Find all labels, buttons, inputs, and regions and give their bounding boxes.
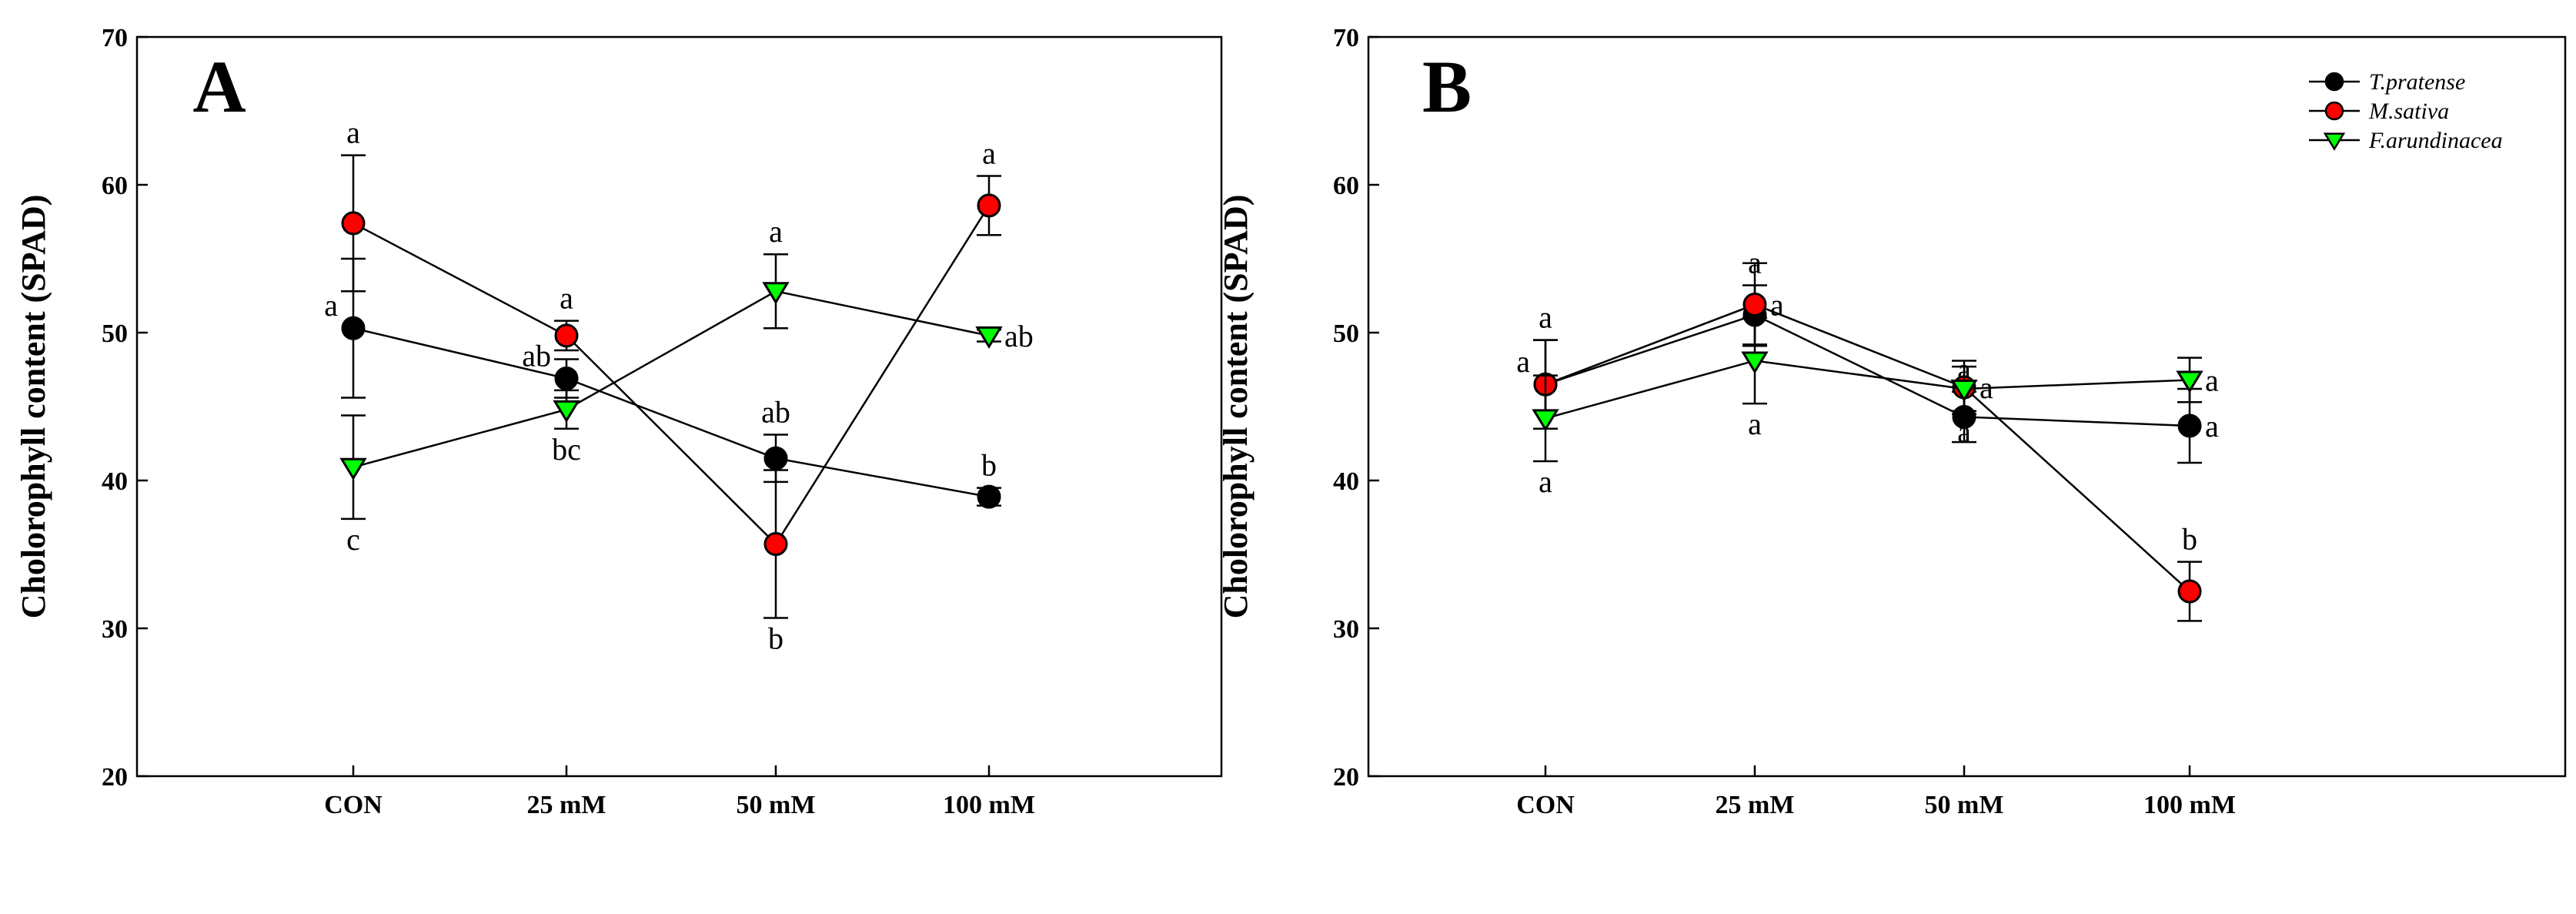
series-line bbox=[1545, 303, 2190, 592]
significance-letter: b bbox=[768, 621, 783, 656]
data-point bbox=[975, 326, 1003, 349]
data-point bbox=[1532, 409, 1559, 432]
series-line bbox=[1545, 360, 2190, 420]
y-tick-label: 70 bbox=[102, 24, 128, 52]
data-point bbox=[341, 211, 366, 236]
data-point bbox=[2177, 579, 2202, 604]
significance-letter: a bbox=[2205, 363, 2219, 397]
significance-letter: b bbox=[981, 448, 997, 483]
significance-letter: a bbox=[1748, 407, 1762, 441]
significance-letter: a bbox=[769, 214, 783, 249]
y-axis-title: Cholorophyll content (SPAD) bbox=[1217, 195, 1255, 619]
legend: T.pratense M.sativa F.arundinacea bbox=[2309, 69, 2503, 153]
significance-letter: b bbox=[2182, 522, 2197, 557]
x-tick-label: 25 mM bbox=[527, 791, 606, 819]
significance-letter: ab bbox=[761, 394, 790, 429]
significance-letter: bc bbox=[552, 432, 581, 467]
y-tick-label: 40 bbox=[1333, 467, 1359, 496]
significance-letter: a bbox=[982, 136, 996, 170]
panel-A: 20 30 40 50 60 70 CON 25 mM 50 mM 100 mM Choloroph… bbox=[15, 24, 1223, 819]
x-tick-label: 100 mM bbox=[943, 791, 1035, 819]
legend-marker bbox=[2323, 132, 2346, 151]
y-tick-label: 50 bbox=[102, 320, 128, 348]
data-point bbox=[2176, 370, 2203, 393]
legend-label: F.arundinacea bbox=[2368, 128, 2503, 153]
significance-letter: a bbox=[346, 116, 360, 150]
significance-letter: ab bbox=[522, 339, 551, 373]
significance-letter: c bbox=[346, 522, 360, 557]
panel-letter: B bbox=[1422, 45, 1472, 128]
legend-marker bbox=[2324, 72, 2344, 92]
y-axis-title: Cholorophyll content (SPAD) bbox=[15, 195, 52, 619]
data-point bbox=[1742, 293, 1767, 317]
legend-label: T.pratense bbox=[2369, 69, 2465, 95]
series-F.arundinacea: aa aa bbox=[1532, 316, 2219, 499]
series-M.sativa: a a a b bbox=[1533, 262, 2202, 622]
y-tick-label: 60 bbox=[1333, 172, 1359, 200]
panel-letter: A bbox=[192, 45, 246, 128]
panel-B: 20 30 40 50 60 70 CON 25 mM 50 mM 100 mM Choloroph… bbox=[1217, 24, 2567, 819]
x-tick-label: CON bbox=[324, 791, 383, 819]
y-tick-label: 20 bbox=[1333, 763, 1359, 792]
x-tick-label: 100 mM bbox=[2143, 791, 2236, 819]
data-point bbox=[341, 316, 366, 340]
data-point bbox=[763, 446, 788, 470]
data-point bbox=[763, 532, 788, 557]
y-tick-label: 20 bbox=[102, 763, 128, 792]
significance-letter: a bbox=[560, 281, 573, 316]
data-point bbox=[977, 193, 1001, 218]
data-point bbox=[339, 457, 367, 480]
y-tick-label: 70 bbox=[1333, 24, 1359, 52]
data-point bbox=[977, 484, 1001, 509]
data-point bbox=[554, 367, 579, 391]
plot-frame bbox=[135, 35, 1223, 778]
significance-letter: ab bbox=[1004, 319, 1034, 353]
x-tick-label: 25 mM bbox=[1716, 791, 1795, 819]
significance-letter: a bbox=[2205, 409, 2219, 444]
x-tick-label: CON bbox=[1516, 791, 1575, 819]
legend-marker bbox=[2324, 101, 2344, 121]
series-line bbox=[352, 205, 991, 546]
significance-letter: a bbox=[1539, 300, 1552, 335]
data-point bbox=[553, 400, 580, 423]
significance-letter: a bbox=[324, 288, 338, 323]
series-line bbox=[352, 290, 990, 468]
y-tick-label: 30 bbox=[1333, 615, 1359, 644]
significance-letter: a bbox=[1770, 288, 1784, 323]
plot-frame bbox=[1367, 35, 2567, 778]
legend-label: M.sativa bbox=[2368, 99, 2449, 124]
significance-letter: a bbox=[1957, 414, 1971, 449]
data-point bbox=[2177, 413, 2202, 438]
y-tick-label: 30 bbox=[102, 615, 128, 644]
x-tick-label: 50 mM bbox=[1925, 791, 2004, 819]
x-tick-label: 50 mM bbox=[737, 791, 816, 819]
y-tick-label: 40 bbox=[102, 467, 128, 496]
y-tick-label: 50 bbox=[1333, 320, 1359, 348]
significance-letter: a bbox=[1516, 344, 1530, 379]
data-point bbox=[554, 323, 579, 348]
series-line bbox=[352, 327, 990, 498]
series-line bbox=[1545, 313, 2190, 427]
y-tick-label: 60 bbox=[102, 172, 128, 200]
data-point bbox=[1950, 379, 1978, 403]
data-point bbox=[762, 282, 790, 305]
significance-letter: a bbox=[1539, 464, 1552, 499]
data-point bbox=[1741, 351, 1769, 374]
